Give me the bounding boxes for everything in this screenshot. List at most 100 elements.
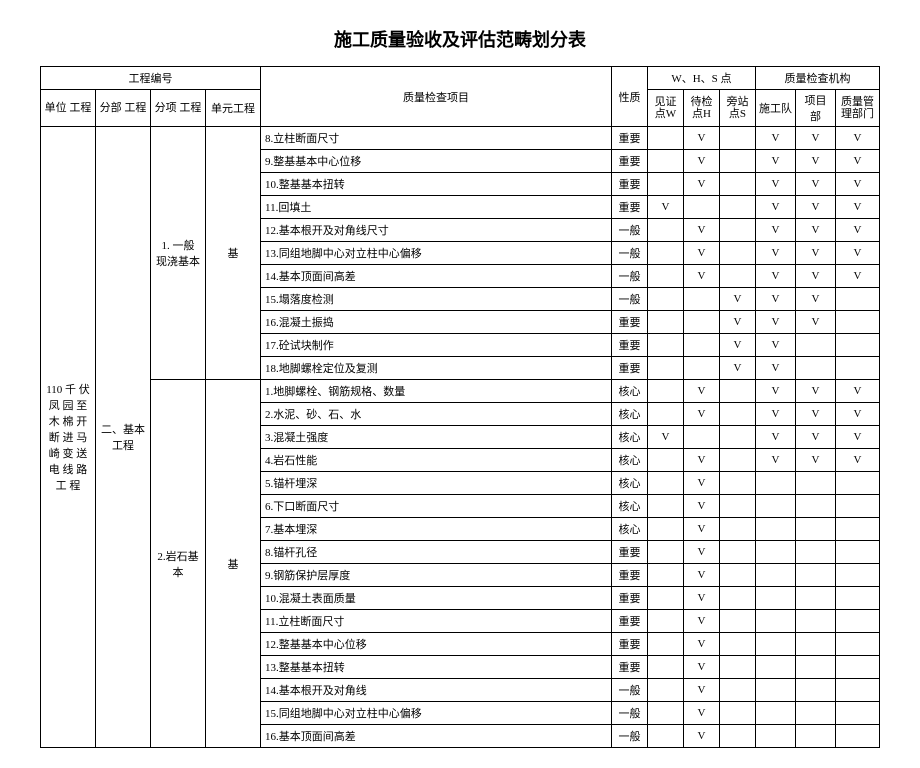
- cell-o2: V: [795, 219, 835, 242]
- cell-o2: [795, 518, 835, 541]
- cell-h: V: [683, 449, 719, 472]
- cell-s: [719, 633, 755, 656]
- subitem-a: 1. 一般现浇基本: [151, 127, 206, 380]
- cell-nat: 核心: [611, 495, 647, 518]
- cell-nat: 一般: [611, 702, 647, 725]
- inspect-item: 13.整基基本扭转: [261, 656, 612, 679]
- inspect-item: 12.整基基本中心位移: [261, 633, 612, 656]
- cell-h: V: [683, 633, 719, 656]
- cell-o2: [795, 495, 835, 518]
- table-row: 110 千 伏凤 园 至木 棉 开断 进 马崎 变 送电 线 路工 程二、基本工…: [41, 127, 880, 150]
- cell-o1: [755, 610, 795, 633]
- cell-o2: V: [795, 265, 835, 288]
- cell-o2: V: [795, 173, 835, 196]
- inspect-item: 10.整基基本扭转: [261, 173, 612, 196]
- cell-w: [647, 472, 683, 495]
- cell-nat: 一般: [611, 288, 647, 311]
- hdr-div: 分部 工程: [96, 90, 151, 127]
- table-row: 2.岩石基本基1.地脚螺栓、钢筋规格、数量核心VVVV: [41, 380, 880, 403]
- cell-w: [647, 173, 683, 196]
- inspect-item: 1.地脚螺栓、钢筋规格、数量: [261, 380, 612, 403]
- cell-o1: [755, 725, 795, 748]
- cell-o2: V: [795, 288, 835, 311]
- cell-o3: V: [835, 380, 879, 403]
- cell-h: V: [683, 150, 719, 173]
- cell-h: [683, 426, 719, 449]
- cell-s: [719, 587, 755, 610]
- cell-h: [683, 357, 719, 380]
- cell-o3: [835, 357, 879, 380]
- cell-s: [719, 265, 755, 288]
- hdr-unit: 单位 工程: [41, 90, 96, 127]
- cell-nat: 核心: [611, 380, 647, 403]
- cell-nat: 重要: [611, 541, 647, 564]
- hdr-elem: 单元工程: [206, 90, 261, 127]
- cell-h: V: [683, 219, 719, 242]
- cell-w: [647, 403, 683, 426]
- inspect-item: 14.基本顶面间高差: [261, 265, 612, 288]
- cell-nat: 一般: [611, 679, 647, 702]
- cell-o3: [835, 702, 879, 725]
- inspect-item: 6.下口断面尺寸: [261, 495, 612, 518]
- cell-w: [647, 518, 683, 541]
- element-a: 基: [206, 127, 261, 380]
- cell-o2: V: [795, 403, 835, 426]
- cell-o1: [755, 587, 795, 610]
- main-table: 工程编号 质量检查项目 性质 W、H、S 点 质量检查机构 单位 工程 分部 工…: [40, 66, 880, 748]
- cell-o3: V: [835, 150, 879, 173]
- cell-s: [719, 196, 755, 219]
- cell-h: [683, 196, 719, 219]
- inspect-item: 10.混凝土表面质量: [261, 587, 612, 610]
- cell-o1: [755, 702, 795, 725]
- cell-h: V: [683, 610, 719, 633]
- cell-w: [647, 334, 683, 357]
- cell-h: V: [683, 541, 719, 564]
- cell-nat: 核心: [611, 403, 647, 426]
- cell-o2: V: [795, 311, 835, 334]
- cell-o3: V: [835, 265, 879, 288]
- cell-w: [647, 380, 683, 403]
- cell-o1: V: [755, 449, 795, 472]
- cell-o2: V: [795, 242, 835, 265]
- cell-h: V: [683, 702, 719, 725]
- cell-o3: V: [835, 196, 879, 219]
- cell-o3: V: [835, 127, 879, 150]
- inspect-item: 12.基本根开及对角线尺寸: [261, 219, 612, 242]
- hdr-nature: 性质: [611, 67, 647, 127]
- cell-nat: 一般: [611, 265, 647, 288]
- cell-nat: 重要: [611, 610, 647, 633]
- inspect-item: 16.混凝土振捣: [261, 311, 612, 334]
- cell-o2: V: [795, 380, 835, 403]
- cell-o1: V: [755, 150, 795, 173]
- cell-h: V: [683, 587, 719, 610]
- cell-s: [719, 610, 755, 633]
- cell-o1: V: [755, 196, 795, 219]
- hdr-sub: 分项 工程: [151, 90, 206, 127]
- cell-o3: [835, 633, 879, 656]
- inspect-item: 7.基本埋深: [261, 518, 612, 541]
- cell-o2: V: [795, 150, 835, 173]
- cell-o1: V: [755, 334, 795, 357]
- cell-o2: [795, 725, 835, 748]
- cell-w: [647, 150, 683, 173]
- cell-s: [719, 541, 755, 564]
- cell-nat: 重要: [611, 564, 647, 587]
- cell-o2: V: [795, 449, 835, 472]
- cell-o3: [835, 610, 879, 633]
- inspect-item: 13.同组地脚中心对立柱中心偏移: [261, 242, 612, 265]
- cell-s: [719, 127, 755, 150]
- cell-w: [647, 702, 683, 725]
- cell-o3: [835, 587, 879, 610]
- cell-w: [647, 610, 683, 633]
- cell-w: [647, 541, 683, 564]
- cell-s: [719, 679, 755, 702]
- cell-s: [719, 403, 755, 426]
- cell-w: [647, 656, 683, 679]
- division-project: 二、基本工程: [96, 127, 151, 748]
- inspect-item: 16.基本顶面间高差: [261, 725, 612, 748]
- inspect-item: 8.锚杆孔径: [261, 541, 612, 564]
- cell-o1: V: [755, 219, 795, 242]
- hdr-inspect: 质量检查项目: [261, 67, 612, 127]
- cell-o1: V: [755, 288, 795, 311]
- cell-o2: [795, 656, 835, 679]
